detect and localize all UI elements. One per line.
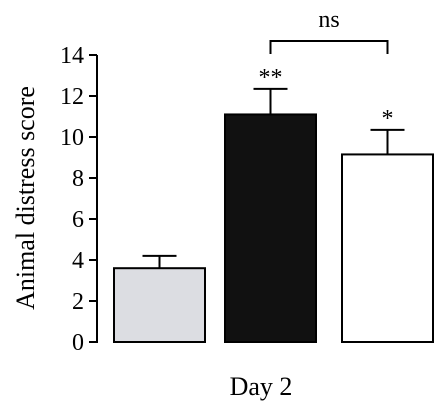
y-axis-label: Animal distress score <box>11 86 40 310</box>
y-tick-label: 2 <box>72 289 84 315</box>
bar <box>341 153 434 343</box>
y-axis: 0 2 4 6 8 10 12 14 <box>60 43 98 356</box>
x-axis-label: Day 2 <box>230 372 293 401</box>
error-bars <box>142 87 405 269</box>
comparison-label: ns <box>318 7 339 33</box>
y-tick-label: 10 <box>60 125 84 151</box>
bars <box>113 113 434 344</box>
comparison-bracket <box>269 40 389 54</box>
significance-label: * <box>382 106 394 132</box>
y-tick-label: 14 <box>60 43 84 69</box>
y-tick-label: 6 <box>72 207 84 233</box>
y-tick-label: 0 <box>72 330 84 356</box>
y-tick-label: 12 <box>60 84 84 110</box>
y-tick-label: 4 <box>72 248 84 274</box>
bar <box>224 113 317 343</box>
y-tick-label: 8 <box>72 166 84 192</box>
bar <box>113 267 206 344</box>
significance-label: ** <box>259 65 283 91</box>
annotations: ***ns <box>259 7 394 132</box>
